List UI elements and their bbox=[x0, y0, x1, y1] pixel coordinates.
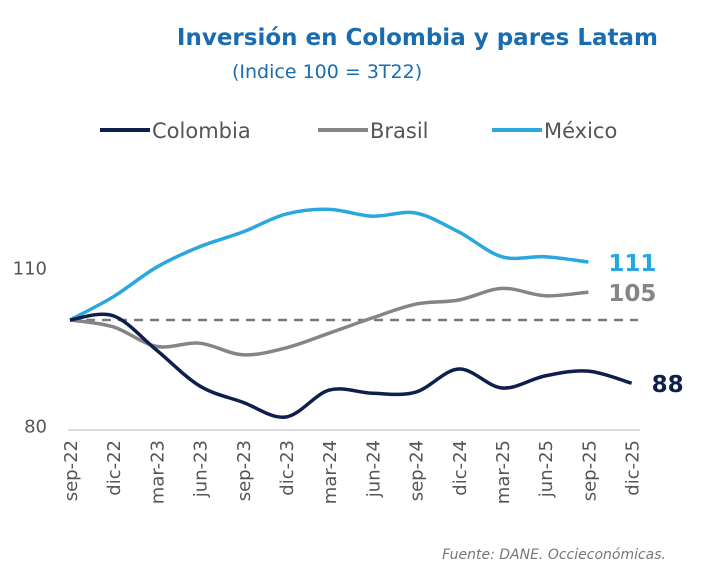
x-tick-label: dic-24 bbox=[450, 440, 471, 496]
x-tick-label: jun-24 bbox=[363, 440, 384, 498]
legend: Colombia Brasil México bbox=[100, 119, 617, 143]
y-tick-label: 80 bbox=[24, 416, 47, 437]
series-line-colombia bbox=[69, 312, 633, 419]
chart-subtitle: (Indice 100 = 3T22) bbox=[232, 61, 422, 83]
x-tick-label: mar-25 bbox=[493, 440, 514, 504]
legend-label: Brasil bbox=[370, 119, 429, 143]
series-line-brasil bbox=[69, 286, 589, 357]
x-tick-label: mar-23 bbox=[147, 440, 168, 504]
x-tick-label: dic-25 bbox=[623, 440, 644, 496]
x-tick-label: jun-25 bbox=[536, 440, 557, 498]
x-tick-label: sep-24 bbox=[407, 440, 428, 501]
x-tick-label: jun-23 bbox=[191, 440, 212, 498]
x-tick-label: mar-24 bbox=[320, 440, 341, 504]
end-value-label: 105 bbox=[608, 281, 656, 307]
series-line-méxico bbox=[69, 207, 589, 322]
x-tick-label: sep-25 bbox=[579, 440, 600, 501]
y-tick-label: 110 bbox=[13, 258, 47, 279]
end-value-label: 88 bbox=[652, 372, 684, 398]
x-tick-label: sep-23 bbox=[234, 440, 255, 501]
legend-label: Colombia bbox=[152, 119, 251, 143]
end-value-label: 111 bbox=[608, 251, 656, 277]
x-tick-label: dic-22 bbox=[104, 440, 125, 496]
x-tick-label: dic-23 bbox=[277, 440, 298, 496]
legend-label: México bbox=[544, 119, 617, 143]
source-note: Fuente: DANE. Occieconómicas. bbox=[442, 547, 666, 563]
chart-title: Inversión en Colombia y pares Latam bbox=[177, 25, 658, 51]
x-tick-label: sep-22 bbox=[61, 440, 82, 501]
